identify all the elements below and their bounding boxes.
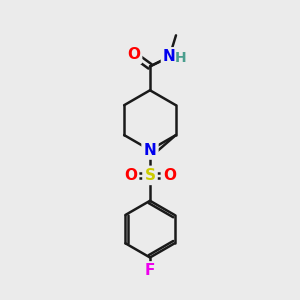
Text: H: H — [175, 51, 187, 65]
Text: O: O — [127, 47, 140, 62]
Text: S: S — [145, 168, 155, 183]
Text: N: N — [144, 142, 156, 158]
Text: O: O — [163, 168, 176, 183]
Text: N: N — [163, 49, 176, 64]
Text: O: O — [124, 168, 137, 183]
Text: F: F — [145, 263, 155, 278]
